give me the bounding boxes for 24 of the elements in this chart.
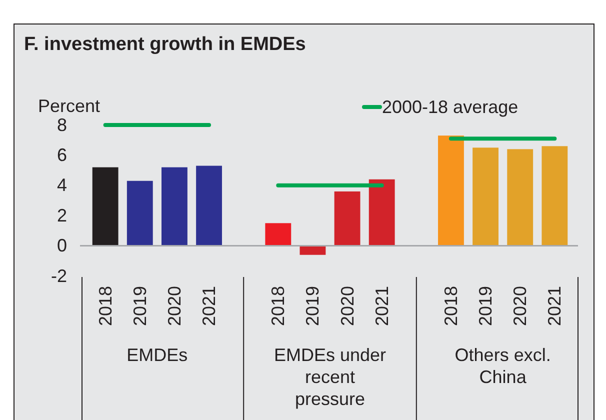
legend-label: 2000-18 average: [382, 97, 518, 117]
x-tick-label: 2021: [199, 286, 220, 326]
x-tick-label: 2018: [95, 286, 116, 326]
y-tick-label: 2: [56, 205, 67, 226]
y-tick-label: 6: [56, 144, 67, 165]
x-tick-label: 2019: [130, 286, 150, 326]
x-tick-label: 2021: [544, 286, 565, 326]
x-tick-label: 2020: [337, 286, 358, 326]
y-tick-label: 0: [56, 236, 67, 256]
text: Others excl. China: [454, 345, 551, 387]
y-axis-title: Percent: [38, 96, 100, 116]
x-tick-label: 2019: [476, 286, 496, 326]
y-tick-label: 8: [56, 114, 67, 135]
text: EMDEs: [126, 345, 188, 365]
x-tick-label: 2019: [302, 286, 323, 326]
x-tick-label: 2021: [372, 286, 392, 326]
text: EMDEs under recent pressure: [274, 345, 386, 409]
y-tick-label: -2: [50, 266, 67, 286]
x-tick-label: 2018: [440, 286, 461, 326]
y-tick-label: 4: [56, 175, 67, 196]
chart-title: F. investment growth in EMDEs: [24, 34, 306, 55]
x-tick-label: 2018: [268, 286, 288, 326]
x-tick-label: 2020: [164, 286, 184, 326]
x-tick-label: 2020: [510, 286, 530, 326]
